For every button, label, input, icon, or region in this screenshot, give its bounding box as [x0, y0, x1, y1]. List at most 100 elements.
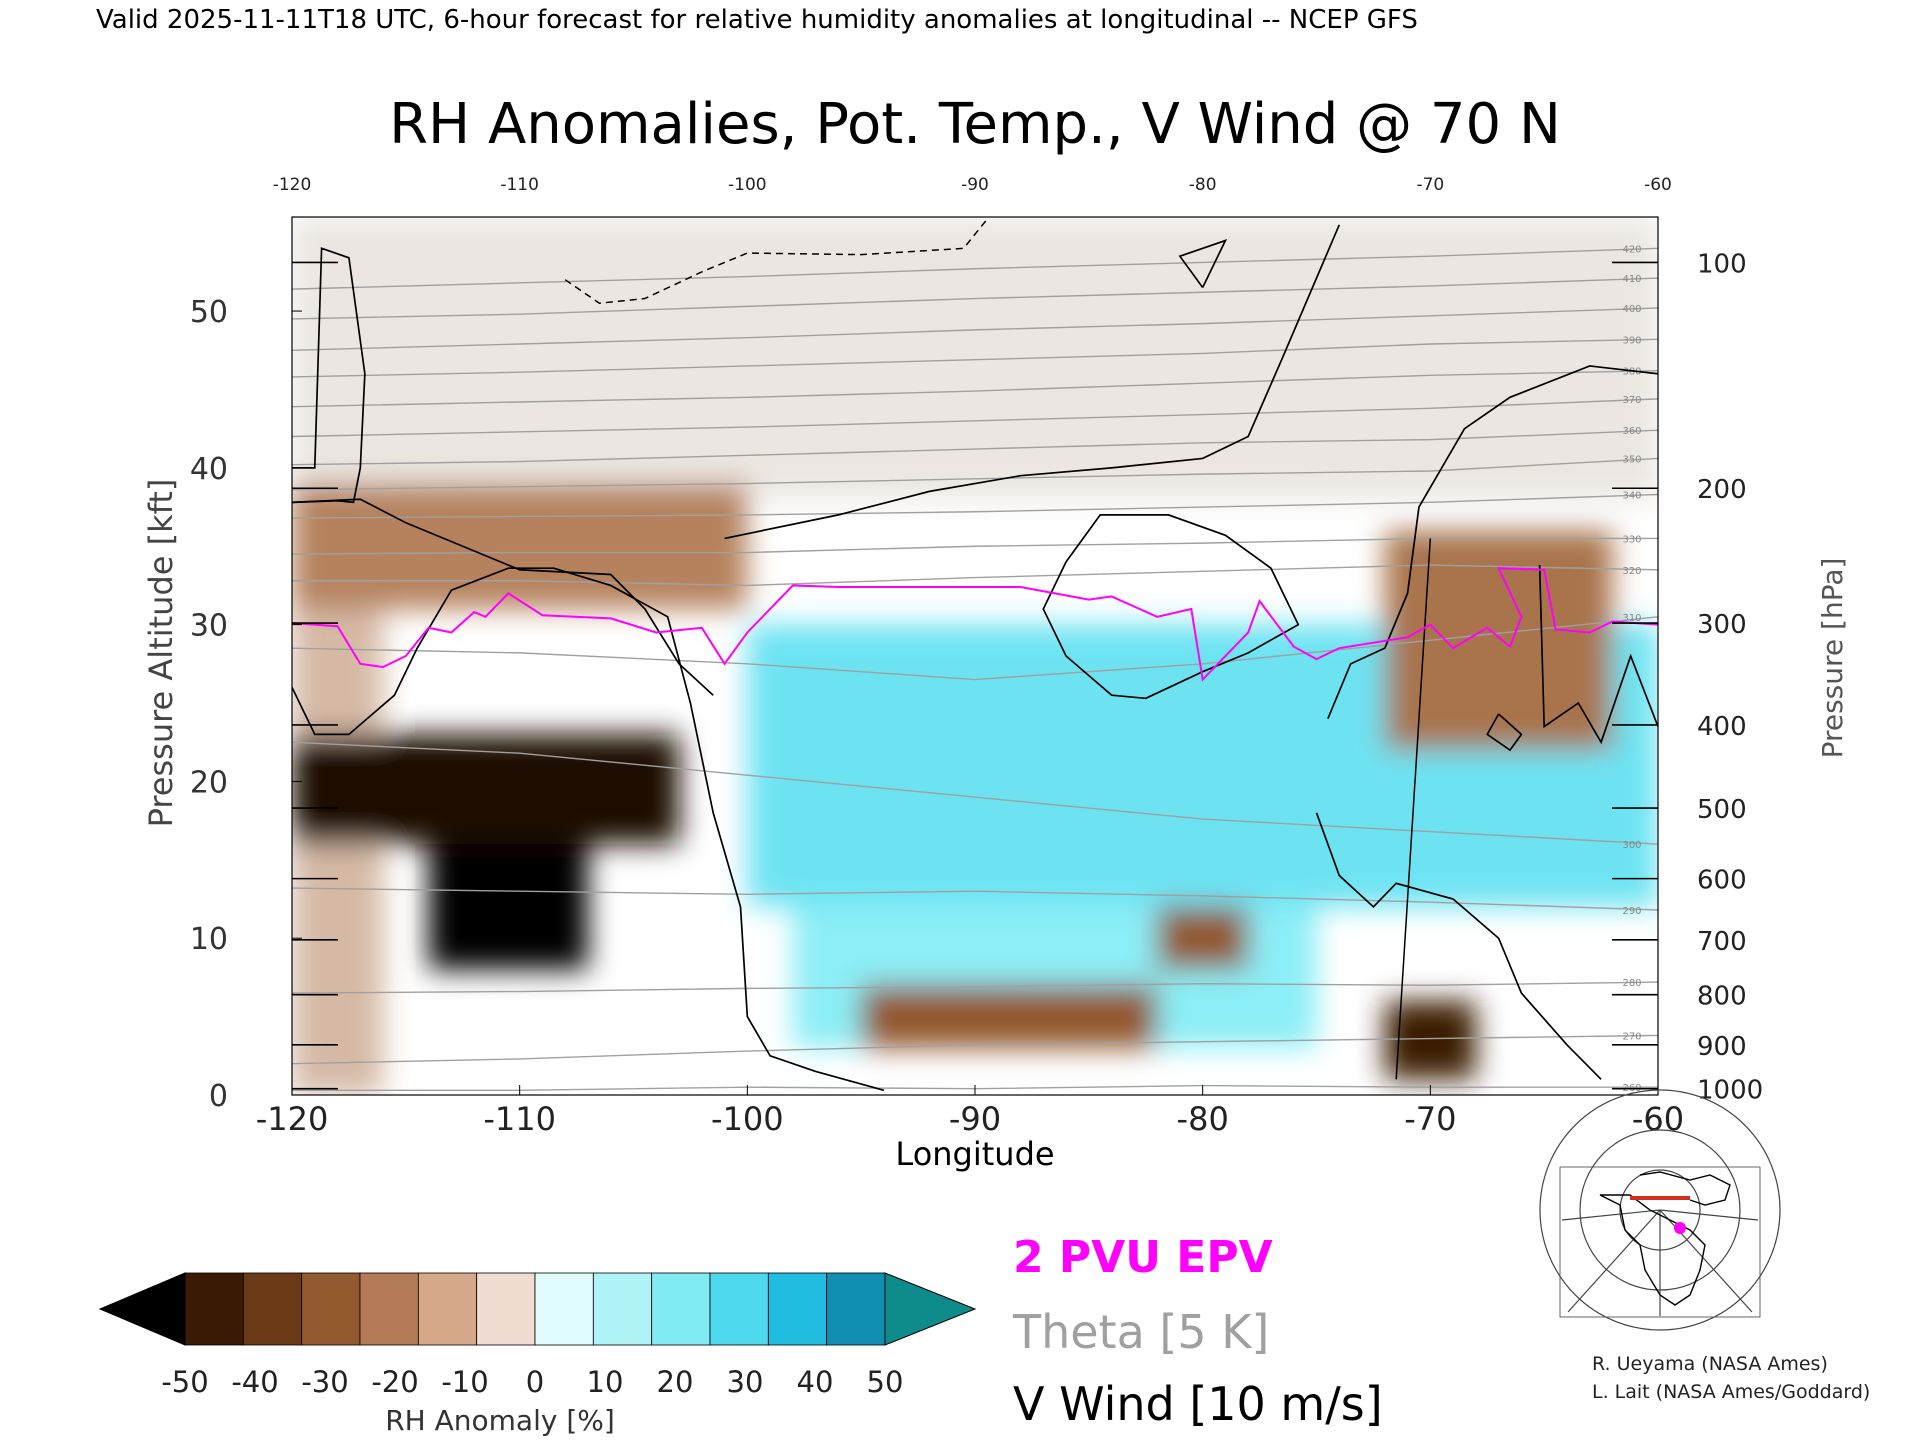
colorbar-tick-label: 0: [526, 1365, 544, 1399]
x-tick-label-top: -110: [500, 175, 539, 195]
theta-contour-280: [292, 981, 1658, 994]
y-tick-label-left: 50: [190, 295, 228, 330]
colorbar-tick-label: -30: [301, 1365, 348, 1399]
theta-contour-300: [292, 741, 1658, 845]
theta-label: 420: [1622, 244, 1641, 255]
credit-line-2: L. Lait (NASA Ames/Goddard): [1592, 1381, 1870, 1403]
pressure-tick-marks: [292, 261, 1658, 1090]
map-coastline: [1599, 1194, 1706, 1306]
theta-contour-290: [292, 887, 1658, 911]
map-graticule: [1561, 1209, 1661, 1221]
vwind-zero-contour: [1486, 713, 1523, 752]
x-tick-label: -100: [711, 1100, 784, 1138]
valid-header: Valid 2025-11-11T18 UTC, 6-hour forecast…: [96, 5, 1418, 35]
colorbar-tick-label: 20: [657, 1365, 694, 1399]
theta-contour-410: [292, 277, 1658, 320]
y-tick-label-right: 400: [1697, 712, 1747, 742]
colorbar-low-arrow: [98, 1272, 186, 1346]
theta-contour-360: [292, 429, 1658, 466]
theta-label: 350: [1622, 454, 1641, 465]
theta-contour-320: [292, 564, 1658, 587]
theta-contour-380: [292, 369, 1658, 408]
theta-contour-270: [292, 1034, 1658, 1065]
colorbar-box: [651, 1272, 711, 1346]
vwind-zero-contour: [1315, 812, 1602, 1080]
colorbar-box: [301, 1272, 361, 1346]
colorbar-box: [359, 1272, 419, 1346]
colorbar-tick-labels: -50 -40 -30 -20 -10 0 10 20 30 40 50: [161, 1365, 903, 1399]
vwind-zero-contour: [292, 567, 885, 1092]
y-tick-label-right: 300: [1697, 610, 1747, 640]
colorbar-tick-label: 10: [587, 1365, 624, 1399]
theta-label: 400: [1622, 304, 1641, 315]
colorbar-box: [242, 1272, 303, 1346]
x-tick-label-top: -120: [273, 175, 312, 195]
rh-cell: [292, 734, 680, 845]
theta-contour-340: [292, 493, 1658, 519]
x-tick-label-top: -60: [1644, 175, 1672, 195]
rh-cell: [292, 217, 1658, 500]
legend-vwind: V Wind [10 m/s]: [1013, 1377, 1383, 1431]
theta-contour-310: [292, 616, 1658, 681]
theta-contour-350: [292, 457, 1658, 491]
theta-contours: 2602702802903003103203303403503603703803…: [292, 244, 1658, 1094]
locator-map: [1539, 1089, 1781, 1331]
map-graticule: [1659, 1209, 1759, 1221]
heatmap-layer: [292, 217, 1658, 1095]
x-tick-label: -80: [1177, 1100, 1229, 1138]
colorbar-tick-label: 30: [727, 1365, 764, 1399]
y-tick-label-right: 500: [1697, 795, 1747, 825]
y-ticks-right: 100 200 300 400 500 600 700 800 900 1000: [1697, 249, 1763, 1105]
theta-contour-400: [292, 307, 1658, 351]
theta-label: 360: [1622, 426, 1641, 437]
vwind-zero-contour: [1178, 239, 1228, 289]
colorbar-box: [184, 1272, 244, 1346]
vwind-zero-contour: [292, 247, 366, 504]
legend-theta: Theta [5 K]: [1012, 1305, 1269, 1359]
x-axis-label: Longitude: [895, 1135, 1054, 1173]
x-tick-label: -120: [256, 1100, 329, 1138]
theta-contour-370: [292, 398, 1658, 438]
y-axis-label-left: Pressure Altitude [kft]: [142, 479, 180, 828]
map-graticule: [1539, 1089, 1781, 1331]
chart-title: RH Anomalies, Pot. Temp., V Wind @ 70 N: [389, 92, 1561, 157]
colorbar-tick-label: 50: [867, 1365, 904, 1399]
y-tick-label-right: 1000: [1697, 1076, 1763, 1106]
theta-label: 410: [1622, 274, 1641, 285]
theta-label: 270: [1622, 1031, 1641, 1042]
colorbar-tick-label: -40: [231, 1365, 278, 1399]
x-tick-label-top: -100: [728, 175, 767, 195]
rh-cell: [1157, 906, 1249, 970]
vwind-contours: [292, 219, 1658, 1092]
y-tick-label-right: 600: [1697, 866, 1747, 896]
theta-label: 390: [1622, 335, 1641, 346]
x-tick-label-top: -80: [1189, 175, 1217, 195]
vwind-zero-contour: [724, 224, 1341, 540]
colorbar-box: [417, 1272, 478, 1346]
vwind-zero-contour: [1042, 514, 1300, 700]
theta-label: 320: [1622, 566, 1641, 577]
y-tick-label-right: 900: [1697, 1032, 1747, 1062]
x-tick-label-top: -90: [961, 175, 989, 195]
epv-contour: [292, 567, 1658, 682]
map-point: [1674, 1222, 1686, 1234]
colorbar-tick-label: -20: [371, 1365, 418, 1399]
y-tick-label-right: 800: [1697, 982, 1747, 1012]
vwind-zero-contour: [1327, 365, 1658, 720]
x-tick-label: -110: [483, 1100, 556, 1138]
epv-2pvu-line: [292, 567, 1658, 682]
theta-label: 370: [1622, 395, 1641, 406]
theta-label: 330: [1622, 534, 1641, 545]
colorbar-tick-label: -50: [161, 1365, 208, 1399]
theta-label: 300: [1622, 840, 1641, 851]
rh-regions: [292, 217, 1658, 1095]
vwind-zero-contour: [292, 498, 714, 696]
y-tick-label-left: 20: [190, 765, 228, 800]
colorbar-boxes: [184, 1272, 886, 1346]
theta-label: 340: [1622, 491, 1641, 502]
colorbar-tick-label: -10: [441, 1365, 488, 1399]
theta-label: 380: [1622, 367, 1641, 378]
y-tick-label-right: 100: [1697, 249, 1747, 279]
x-ticks-bottom: -120 -110 -100 -90 -80 -70 -60: [256, 1085, 1684, 1138]
